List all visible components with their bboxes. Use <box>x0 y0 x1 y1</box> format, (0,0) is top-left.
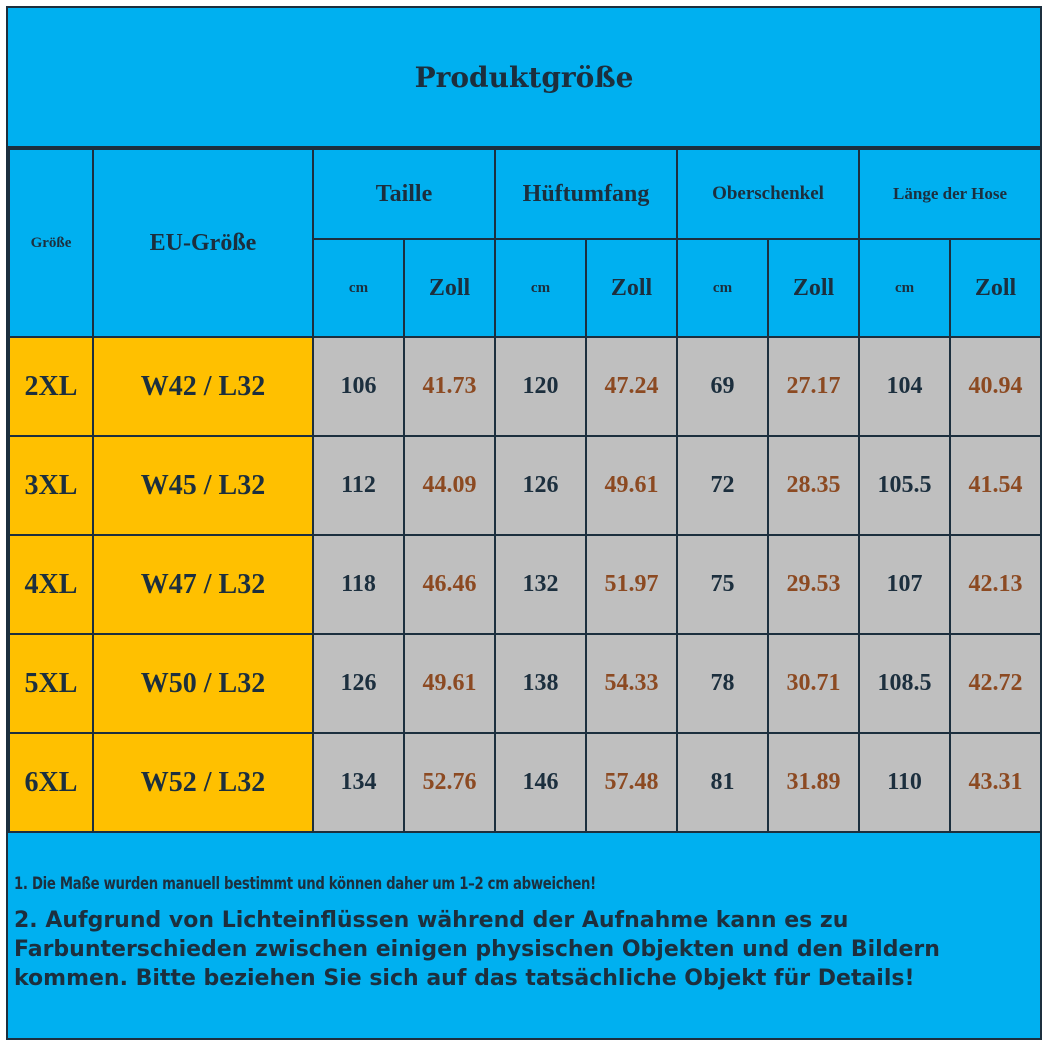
header-taille: Taille <box>312 148 496 240</box>
value-cell: 41.73 <box>403 336 496 437</box>
value-cell: 41.54 <box>949 435 1043 536</box>
value-cell: 44.09 <box>403 435 496 536</box>
eu-size-cell: W47 / L32 <box>92 534 314 635</box>
value-cell: 51.97 <box>585 534 678 635</box>
value-cell: 126 <box>312 633 405 734</box>
value-cell: 132 <box>494 534 587 635</box>
value-cell: 30.71 <box>766 633 861 734</box>
value-cell: 106 <box>312 336 405 437</box>
value-cell: 120 <box>494 336 587 437</box>
value-cell: 81 <box>676 732 769 833</box>
value-cell: 47.24 <box>585 336 678 437</box>
size-chart: Produktgröße Größe EU-Größe Taille Hüftu… <box>6 6 1043 1040</box>
value-cell: 107 <box>858 534 952 635</box>
value-cell: 104 <box>858 336 952 437</box>
value-cell: 54.33 <box>585 633 678 734</box>
eu-size-cell: W45 / L32 <box>92 435 314 536</box>
value-cell: 72 <box>676 435 769 536</box>
value-cell: 42.13 <box>949 534 1043 635</box>
table-row: 5XL W50 / L32 126 49.61 138 54.33 78 30.… <box>8 633 1043 734</box>
value-cell: 105.5 <box>858 435 952 536</box>
value-cell: 42.72 <box>949 633 1043 734</box>
value-cell: 108.5 <box>858 633 952 734</box>
value-cell: 57.48 <box>585 732 678 833</box>
header-laenge: Länge der Hose <box>858 148 1043 240</box>
size-cell: 6XL <box>8 732 94 833</box>
value-cell: 112 <box>312 435 405 536</box>
table-row: 6XL W52 / L32 134 52.76 146 57.48 81 31.… <box>8 732 1043 833</box>
notes: 1. Die Maße wurden manuell bestimmt und … <box>14 838 1024 993</box>
unit-zoll: Zoll <box>766 238 861 338</box>
table-row: 4XL W47 / L32 118 46.46 132 51.97 75 29.… <box>8 534 1043 635</box>
value-cell: 49.61 <box>585 435 678 536</box>
header-size: Größe <box>8 148 94 338</box>
unit-cm: cm <box>312 238 405 338</box>
size-cell: 2XL <box>8 336 94 437</box>
value-cell: 52.76 <box>403 732 496 833</box>
size-cell: 3XL <box>8 435 94 536</box>
value-cell: 138 <box>494 633 587 734</box>
value-cell: 69 <box>676 336 769 437</box>
value-cell: 110 <box>858 732 952 833</box>
value-cell: 29.53 <box>766 534 861 635</box>
eu-size-cell: W42 / L32 <box>92 336 314 437</box>
value-cell: 43.31 <box>949 732 1043 833</box>
value-cell: 46.46 <box>403 534 496 635</box>
value-cell: 134 <box>312 732 405 833</box>
value-cell: 28.35 <box>766 435 861 536</box>
size-table: Größe EU-Größe Taille Hüftumfang Obersch… <box>8 148 1043 833</box>
value-cell: 31.89 <box>766 732 861 833</box>
eu-size-cell: W50 / L32 <box>92 633 314 734</box>
value-cell: 75 <box>676 534 769 635</box>
value-cell: 40.94 <box>949 336 1043 437</box>
page-title: Produktgröße <box>8 8 1040 148</box>
unit-zoll: Zoll <box>949 238 1043 338</box>
header-eu-size: EU-Größe <box>92 148 314 338</box>
unit-cm: cm <box>858 238 952 338</box>
value-cell: 78 <box>676 633 769 734</box>
value-cell: 146 <box>494 732 587 833</box>
value-cell: 118 <box>312 534 405 635</box>
header-hueftumfang: Hüftumfang <box>494 148 678 240</box>
unit-cm: cm <box>676 238 769 338</box>
unit-zoll: Zoll <box>403 238 496 338</box>
value-cell: 126 <box>494 435 587 536</box>
unit-cm: cm <box>494 238 587 338</box>
table-row: 3XL W45 / L32 112 44.09 126 49.61 72 28.… <box>8 435 1043 536</box>
unit-zoll: Zoll <box>585 238 678 338</box>
note-measurement: 1. Die Maße wurden manuell bestimmt und … <box>14 874 596 894</box>
table-row: 2XL W42 / L32 106 41.73 120 47.24 69 27.… <box>8 336 1043 437</box>
value-cell: 27.17 <box>766 336 861 437</box>
header-oberschenkel: Oberschenkel <box>675 148 861 240</box>
eu-size-cell: W52 / L32 <box>92 732 314 833</box>
size-cell: 5XL <box>8 633 94 734</box>
value-cell: 49.61 <box>403 633 496 734</box>
size-cell: 4XL <box>8 534 94 635</box>
note-color-disclaimer: 2. Aufgrund von Lichteinflüssen während … <box>14 908 940 991</box>
